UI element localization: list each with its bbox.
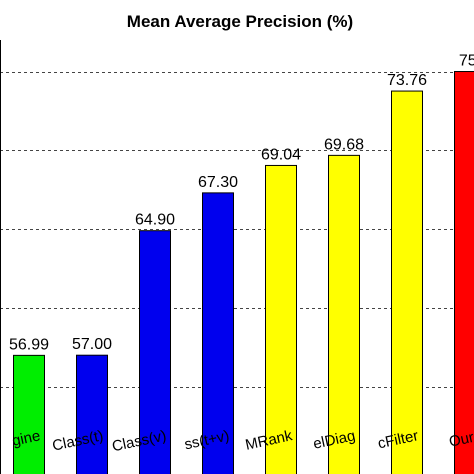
bar: [328, 154, 360, 474]
bar-value-label: 69.68: [324, 136, 364, 153]
value-labels: 56.99 57.00 64.90 67.30 69.04 69.68 73.76 75.: [9, 53, 474, 354]
bar-value-label: 75.: [459, 53, 474, 70]
bar-value-label: 57.00: [72, 336, 112, 353]
category-label: gine: [11, 427, 42, 450]
bar: [76, 354, 108, 474]
bar-value-label: 64.90: [135, 212, 175, 229]
bar: [139, 230, 171, 474]
bars: [13, 71, 474, 474]
bar: [454, 71, 474, 474]
bar-value-label: 56.99: [9, 336, 49, 353]
category-label: Ours: [447, 427, 474, 450]
bar-value-label: 73.76: [387, 72, 427, 89]
bar: [391, 90, 423, 474]
bar: [202, 192, 234, 474]
bar-value-label: 67.30: [198, 174, 238, 191]
chart-title: Mean Average Precision (%): [127, 12, 353, 31]
bar: [265, 164, 297, 474]
bar: [13, 354, 45, 474]
bar-value-label: 69.04: [261, 146, 301, 163]
